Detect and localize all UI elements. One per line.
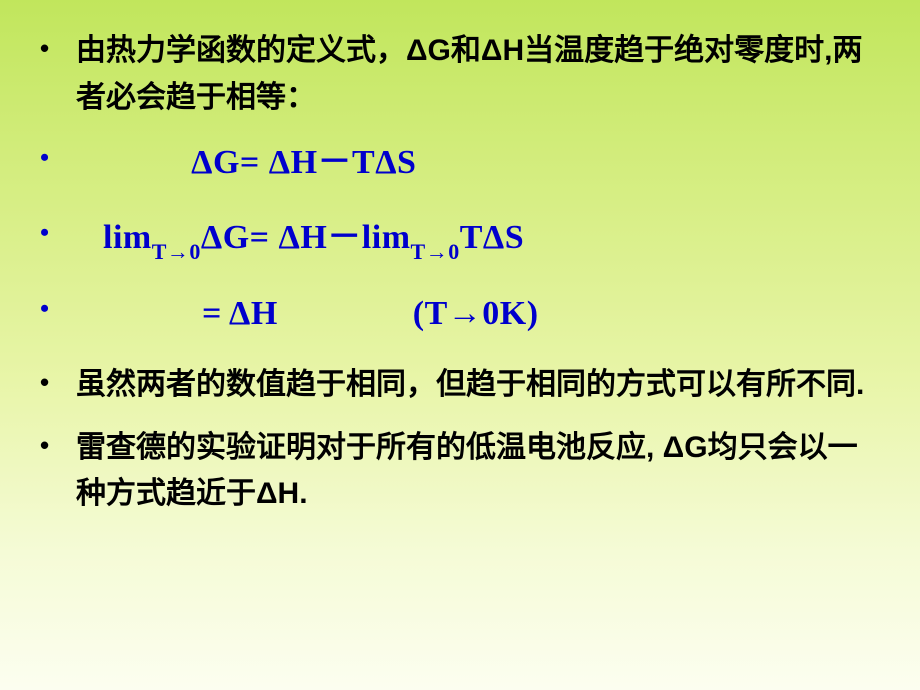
formula-line-2: limT→0ΔG= ΔH－limT→0TΔS xyxy=(76,212,524,266)
formula-line-3: = ΔH (T→0K) xyxy=(76,288,539,341)
text-line-5: 虽然两者的数值趋于相同，但趋于相同的方式可以有所不同. xyxy=(76,362,864,409)
slide-body: • 由热力学函数的定义式，ΔG和ΔH当温度趋于绝对零度时,两者必会趋于相等： •… xyxy=(0,0,920,690)
bullet-dot: • xyxy=(40,28,76,70)
bullet-line-4: • = ΔH (T→0K) xyxy=(40,288,872,341)
bullet-line-2: • ΔG= ΔH－TΔS xyxy=(40,137,872,190)
formula-line-1: ΔG= ΔH－TΔS xyxy=(76,137,416,190)
bullet-line-3: • limT→0ΔG= ΔH－limT→0TΔS xyxy=(40,212,872,266)
bullet-line-6: • 雷查德的实验证明对于所有的低温电池反应, ΔG均只会以一种方式趋近于ΔH. xyxy=(40,425,872,518)
bullet-dot: • xyxy=(40,362,76,404)
bullet-dot: • xyxy=(40,137,76,179)
text-line-6: 雷查德的实验证明对于所有的低温电池反应, ΔG均只会以一种方式趋近于ΔH. xyxy=(76,425,872,518)
bullet-dot: • xyxy=(40,288,76,330)
bullet-line-5: • 虽然两者的数值趋于相同，但趋于相同的方式可以有所不同. xyxy=(40,362,872,409)
text-line-1: 由热力学函数的定义式，ΔG和ΔH当温度趋于绝对零度时,两者必会趋于相等： xyxy=(76,28,872,121)
bullet-dot: • xyxy=(40,425,76,467)
bullet-dot: • xyxy=(40,212,76,254)
bullet-line-1: • 由热力学函数的定义式，ΔG和ΔH当温度趋于绝对零度时,两者必会趋于相等： xyxy=(40,28,872,121)
